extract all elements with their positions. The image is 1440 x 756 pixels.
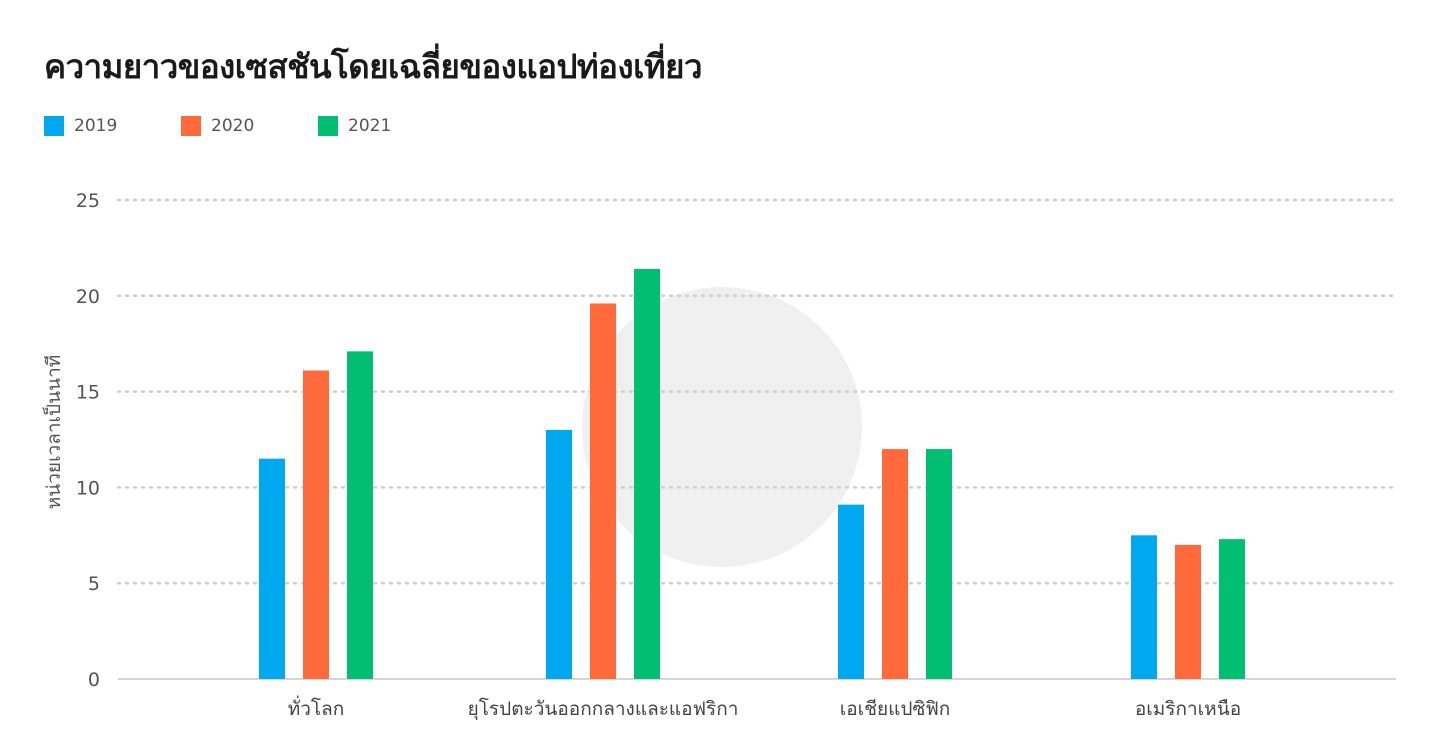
chart-title: ความยาวของเซสชันโดยเฉลี่ยของแอปท่องเที่ย… xyxy=(44,47,702,86)
bar-2019-2[interactable] xyxy=(838,504,864,679)
x-tick-label: อเมริกาเหนือ xyxy=(1135,698,1241,720)
x-tick-label: ยุโรปตะวันออกกลางและแอฟริกา xyxy=(468,697,739,721)
legend-item-2019[interactable]: 2019 xyxy=(44,116,181,136)
legend-label-2021: 2021 xyxy=(348,116,392,136)
x-tick-label: เอเชียแปซิฟิก xyxy=(840,698,951,720)
bar-2019-0[interactable] xyxy=(259,458,285,679)
y-tick-label: 25 xyxy=(76,190,100,212)
bar-2021-3[interactable] xyxy=(1219,539,1245,679)
bar-2020-3[interactable] xyxy=(1175,544,1201,679)
bar-2021-0[interactable] xyxy=(347,351,373,679)
legend: 2019 2020 2021 xyxy=(44,116,455,136)
bar-2021-1[interactable] xyxy=(634,268,660,679)
y-tick-label: 15 xyxy=(76,382,100,404)
legend-label-2020: 2020 xyxy=(211,116,255,136)
y-axis-label: หน่วยเวลาเป็นนาที xyxy=(41,355,65,510)
labels: 0 5 10 15 20 25 ทั่วโลก ยุโรปตะวันออกกลางและแอฟ… xyxy=(76,190,1241,721)
bar-2020-1[interactable] xyxy=(590,303,616,679)
y-tick-label: 0 xyxy=(88,669,100,691)
bar-2019-3[interactable] xyxy=(1131,535,1157,679)
bar-2019-1[interactable] xyxy=(546,429,572,679)
bar-2020-2[interactable] xyxy=(882,449,908,679)
legend-swatch-2020 xyxy=(181,116,201,136)
y-tick-label: 10 xyxy=(76,477,100,499)
y-tick-label: 5 xyxy=(88,573,100,595)
y-tick-label: 20 xyxy=(76,286,100,308)
bar-2021-2[interactable] xyxy=(926,449,952,679)
legend-item-2021[interactable]: 2021 xyxy=(318,116,455,136)
legend-swatch-2021 xyxy=(318,116,338,136)
x-tick-label: ทั่วโลก xyxy=(288,695,345,720)
legend-swatch-2019 xyxy=(44,116,64,136)
bar-2020-0[interactable] xyxy=(303,370,329,679)
legend-label-2019: 2019 xyxy=(74,116,118,136)
bars xyxy=(259,268,1245,679)
watermark-logo xyxy=(582,287,862,567)
legend-item-2020[interactable]: 2020 xyxy=(181,116,318,136)
